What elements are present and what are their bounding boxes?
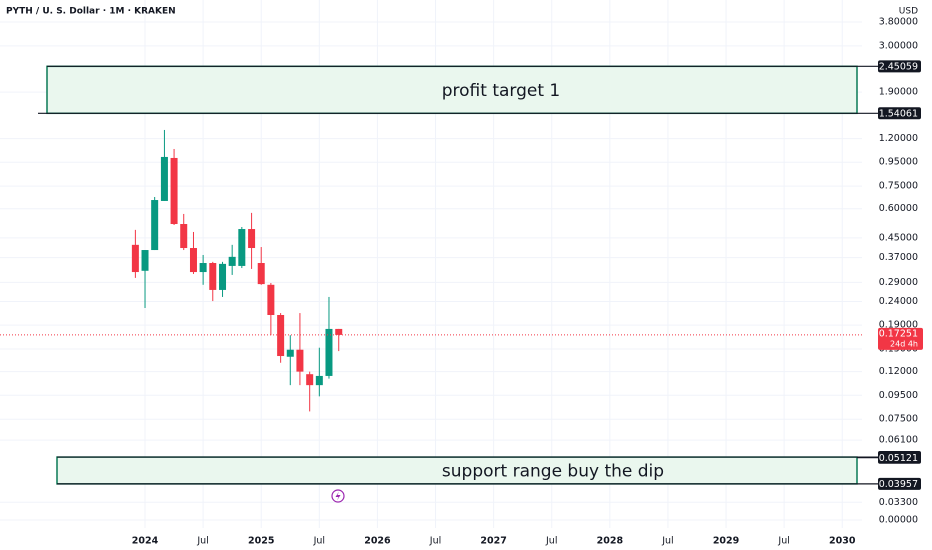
candle-body bbox=[257, 263, 265, 285]
candle-body bbox=[219, 263, 227, 290]
candle-body bbox=[170, 157, 178, 225]
candle-body bbox=[160, 156, 168, 201]
y-tick-label: 0.00000 bbox=[879, 515, 918, 526]
countdown: 24d 4h bbox=[890, 339, 918, 348]
price-tag-label: 0.03957 bbox=[879, 479, 918, 490]
y-tick-label: 0.24000 bbox=[879, 296, 918, 307]
candle-body bbox=[238, 229, 246, 266]
zone-label: profit target 1 bbox=[442, 81, 561, 101]
y-tick-label: 0.37000 bbox=[879, 252, 918, 263]
candle-body bbox=[151, 200, 159, 251]
price-tag-label: 2.45059 bbox=[879, 61, 918, 72]
y-tick-label: 0.19000 bbox=[879, 320, 918, 331]
y-tick-label: 3.80000 bbox=[879, 16, 918, 27]
last-price-label: 0.17251 bbox=[879, 328, 918, 339]
candle-body bbox=[199, 263, 207, 273]
price-tag-label: 0.05121 bbox=[879, 453, 918, 464]
price-tag bbox=[878, 451, 921, 464]
currency: USD bbox=[899, 7, 918, 17]
x-tick-label: 2025 bbox=[248, 536, 274, 547]
x-tick-label: 2029 bbox=[713, 536, 739, 547]
x-tick-label: 2030 bbox=[829, 536, 856, 547]
y-tick-label: 0.07500 bbox=[879, 414, 918, 425]
icon-circle bbox=[331, 489, 345, 503]
price-tag bbox=[878, 477, 921, 490]
zones: profit target 1 support range buy the dip bbox=[38, 65, 880, 485]
y-tick-label: 0.60000 bbox=[879, 203, 918, 214]
candle-body bbox=[189, 248, 197, 273]
candle-body bbox=[131, 244, 139, 273]
y-tick-label: 0.09500 bbox=[879, 390, 918, 401]
x-tick-label: Jul bbox=[545, 536, 557, 547]
y-tick-label: 0.12000 bbox=[879, 366, 918, 377]
axes: 3.80000 3.00000 1.90000 1.20000 0.95000 0.750… bbox=[132, 16, 923, 547]
y-tick-label: 0.29000 bbox=[879, 277, 918, 288]
price-tag-label: 1.54061 bbox=[879, 108, 918, 119]
y-tick-label: 1.20000 bbox=[879, 133, 918, 144]
price-tag bbox=[878, 107, 921, 120]
candle-body bbox=[228, 256, 236, 266]
candle-body bbox=[286, 349, 294, 357]
candle-body bbox=[296, 349, 304, 372]
flash-icon[interactable] bbox=[331, 489, 345, 503]
candle-body bbox=[315, 375, 323, 386]
candle-body bbox=[277, 314, 285, 357]
candle-body bbox=[209, 263, 217, 290]
y-tick-label: 0.75000 bbox=[879, 181, 918, 192]
zone-label: support range buy the dip bbox=[442, 461, 664, 481]
candle-body bbox=[306, 374, 314, 386]
x-tick-label: Jul bbox=[429, 536, 441, 547]
x-tick-label: 2026 bbox=[364, 536, 391, 547]
y-tick-label: 0.03300 bbox=[879, 497, 918, 508]
candle-body bbox=[335, 328, 343, 335]
candle-body bbox=[180, 224, 188, 249]
candle-body bbox=[325, 328, 333, 376]
x-tick-label: Jul bbox=[777, 536, 789, 547]
icon-bolt bbox=[335, 491, 341, 501]
candle-body bbox=[141, 250, 149, 271]
x-tick-label: 2024 bbox=[132, 536, 159, 547]
y-tick-label: 1.90000 bbox=[879, 87, 918, 98]
last-price-tag bbox=[878, 327, 923, 350]
y-tick-label: 0.95000 bbox=[879, 157, 918, 168]
candle-body bbox=[248, 229, 256, 249]
x-tick-label: 2028 bbox=[597, 536, 624, 547]
candles bbox=[0, 129, 862, 412]
price-tag bbox=[878, 60, 921, 73]
x-tick-label: Jul bbox=[661, 536, 673, 547]
y-tick-label: 3.00000 bbox=[879, 40, 918, 51]
y-tick-label: 0.45000 bbox=[879, 232, 918, 243]
x-tick-label: Jul bbox=[196, 536, 208, 547]
y-tick-label: 0.06100 bbox=[879, 435, 918, 446]
x-tick-label: 2027 bbox=[480, 536, 506, 547]
chart-title: PYTH / U. S. Dollar · 1M · KRAKEN bbox=[6, 7, 176, 17]
x-tick-label: Jul bbox=[313, 536, 325, 547]
candle-body bbox=[267, 284, 275, 315]
